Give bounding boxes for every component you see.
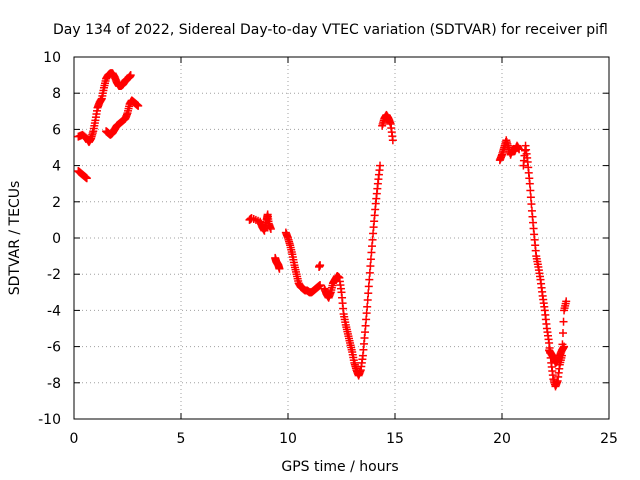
data-point <box>388 136 397 145</box>
data-point <box>82 174 91 183</box>
data-point <box>316 261 325 270</box>
y-tick-label: -4 <box>47 303 61 319</box>
y-tick-label: -8 <box>47 376 61 392</box>
axis-ticks <box>73 56 610 420</box>
y-tick-label: -2 <box>47 267 61 283</box>
data-point <box>562 297 571 306</box>
data-point <box>558 329 567 338</box>
x-tick-label: 20 <box>493 431 511 447</box>
data-point <box>515 145 524 154</box>
y-tick-label: -10 <box>38 412 61 428</box>
data-point <box>365 275 374 284</box>
data-point <box>559 317 568 326</box>
x-tick-label: 15 <box>386 431 404 447</box>
chart-title: Day 134 of 2022, Sidereal Day-to-day VTE… <box>53 22 608 38</box>
x-tick-label: 25 <box>600 431 618 447</box>
y-axis-label: SDTVAR / TECUs <box>7 181 23 296</box>
y-tick-label: 0 <box>52 231 61 247</box>
x-tick-label: 5 <box>177 431 186 447</box>
data-point <box>316 281 325 290</box>
data-point <box>134 101 143 110</box>
y-tick-label: 6 <box>52 122 61 138</box>
data-point <box>364 282 373 291</box>
data-point <box>560 342 569 351</box>
y-tick-label: 2 <box>52 195 61 211</box>
data-point <box>525 179 534 188</box>
data-point <box>266 224 275 233</box>
data-point <box>363 302 372 311</box>
data-point <box>275 264 284 273</box>
x-axis-label: GPS time / hours <box>281 459 398 475</box>
data-point <box>126 71 135 80</box>
data-point <box>363 295 372 304</box>
data-point <box>526 186 535 195</box>
y-tick-label: 8 <box>52 86 61 102</box>
y-tick-label: 10 <box>43 50 61 66</box>
data-points <box>74 69 571 391</box>
data-point <box>364 289 373 298</box>
data-point <box>366 262 375 271</box>
x-tick-label: 10 <box>279 431 297 447</box>
data-point <box>366 255 375 264</box>
x-tick-labels: 0 5 10 15 20 25 <box>70 431 618 447</box>
data-point <box>527 200 536 209</box>
data-point <box>376 161 385 170</box>
x-tick-label: 0 <box>70 431 79 447</box>
y-tick-labels: -10 -8 -6 -4 -2 0 2 4 6 8 10 <box>38 50 61 428</box>
data-point <box>526 193 535 202</box>
y-tick-label: -6 <box>47 340 61 356</box>
y-tick-label: 4 <box>52 159 61 175</box>
data-point <box>365 268 374 277</box>
